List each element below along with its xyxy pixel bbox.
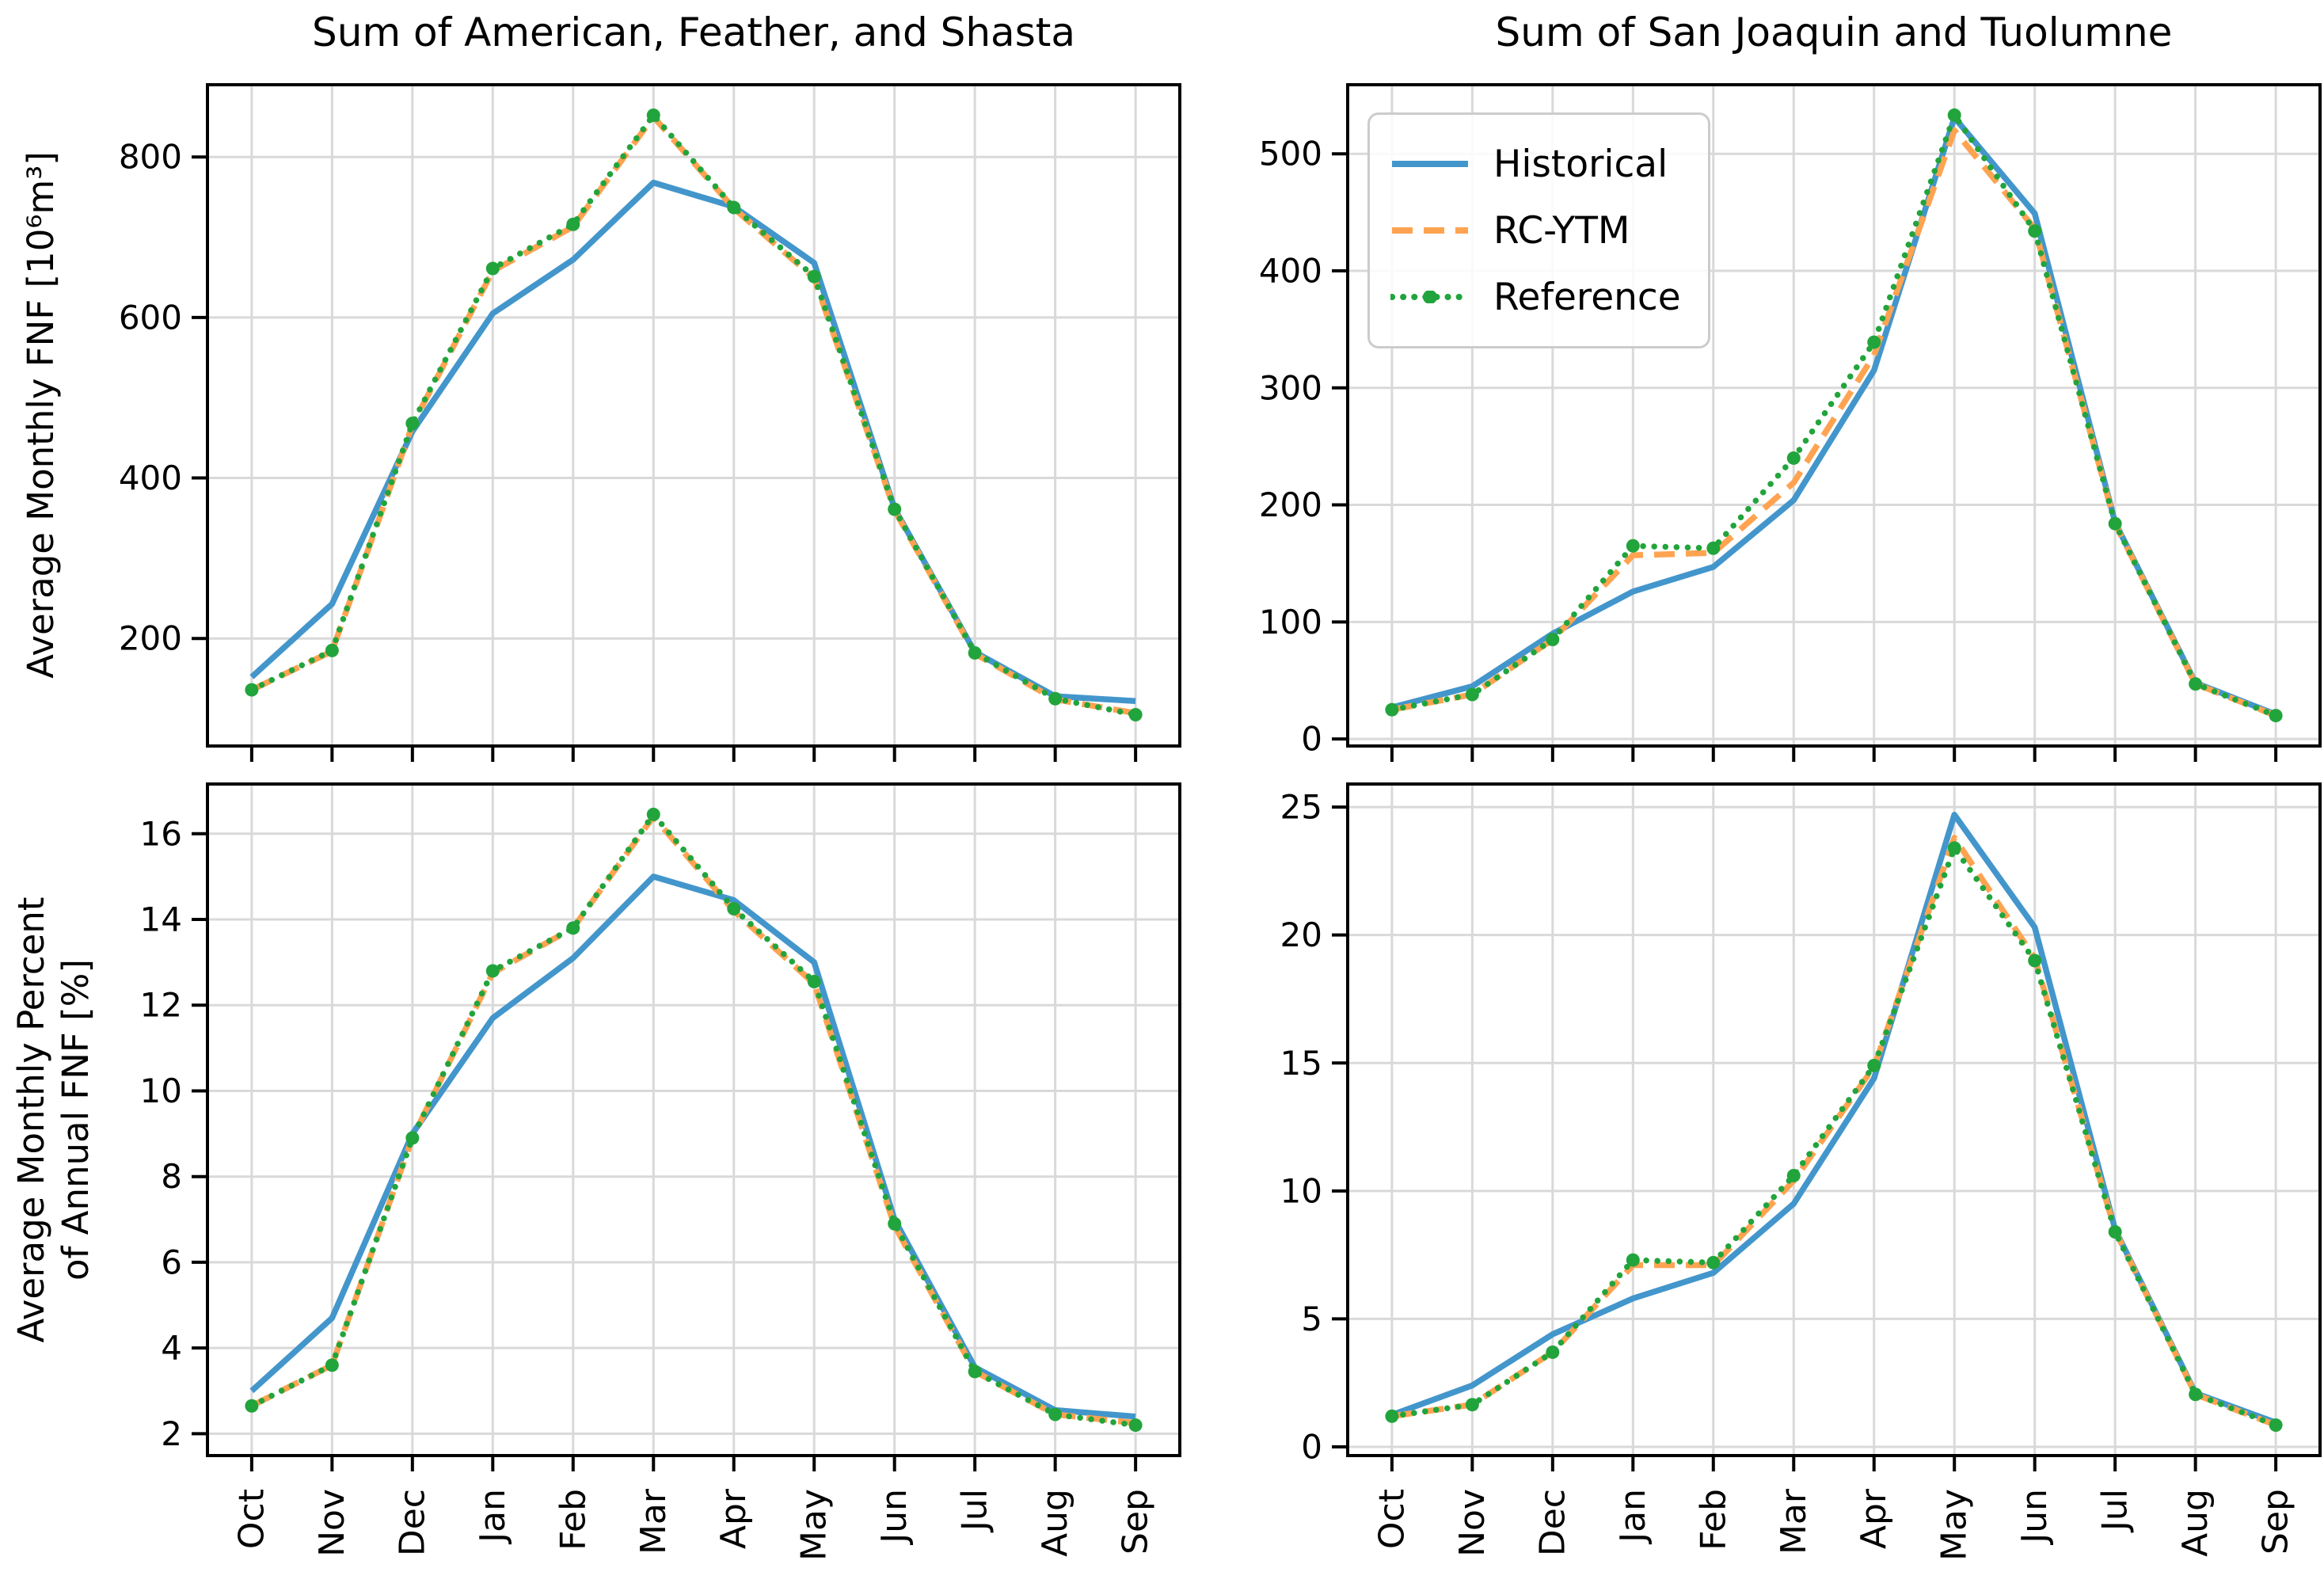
svg-text:10: 10 bbox=[1280, 1171, 1322, 1210]
grid bbox=[207, 784, 1180, 1456]
svg-text:800: 800 bbox=[119, 138, 182, 177]
chart-top-left: 200 400 600 800 bbox=[119, 83, 1181, 762]
svg-text:Jul: Jul bbox=[955, 1489, 995, 1533]
svg-text:20: 20 bbox=[1280, 915, 1322, 954]
legend-label-reference: Reference bbox=[1493, 275, 1681, 319]
grid bbox=[1348, 784, 2320, 1456]
svg-text:200: 200 bbox=[1259, 485, 1322, 524]
svg-text:May: May bbox=[794, 1489, 835, 1561]
chart-title-top-left: Sum of American, Feather, and Shasta bbox=[312, 10, 1075, 55]
series-reference-markers bbox=[1385, 841, 2283, 1433]
svg-text:5: 5 bbox=[1301, 1300, 1322, 1338]
x-tick-labels: Oct Nov Dec Jan Feb Mar Apr May Jun Jul Aug Sep bbox=[1371, 1488, 2295, 1561]
svg-text:8: 8 bbox=[161, 1157, 182, 1196]
svg-text:0: 0 bbox=[1301, 1428, 1322, 1467]
axes-frame bbox=[206, 782, 1181, 1457]
y-tick-labels: 0 5 10 15 20 25 bbox=[1280, 788, 1322, 1467]
svg-text:May: May bbox=[1934, 1489, 1975, 1561]
svg-text:16: 16 bbox=[140, 814, 182, 853]
svg-text:Aug: Aug bbox=[2175, 1489, 2216, 1557]
svg-text:Feb: Feb bbox=[553, 1489, 593, 1551]
historical-line-sample bbox=[1392, 161, 1468, 167]
svg-text:Sep: Sep bbox=[1116, 1489, 1156, 1555]
axis-ticks bbox=[192, 155, 1138, 762]
y-tick-labels: 2 4 6 8 10 12 14 16 bbox=[140, 814, 182, 1453]
legend-item-historical: Historical bbox=[1390, 131, 1681, 197]
svg-text:Dec: Dec bbox=[392, 1489, 432, 1556]
svg-text:Apr: Apr bbox=[713, 1488, 754, 1549]
series-reference-line bbox=[1389, 112, 2279, 719]
chart-bottom-right: 0 5 10 15 20 25 Oct Nov Dec Jan Feb Mar Apr May Jun Jul… bbox=[1280, 782, 2322, 1561]
legend-label-historical: Historical bbox=[1493, 142, 1668, 186]
y-axis-label-bottom-left: Average Monthly Percent of Annual FNF [%… bbox=[10, 896, 97, 1343]
grid bbox=[1348, 85, 2320, 746]
svg-text:Jan: Jan bbox=[1613, 1489, 1653, 1545]
series-reference-line bbox=[249, 112, 1139, 718]
reference-line-sample bbox=[1390, 291, 1470, 303]
svg-text:25: 25 bbox=[1280, 788, 1322, 827]
svg-text:Nov: Nov bbox=[1452, 1489, 1493, 1557]
svg-text:14: 14 bbox=[140, 900, 182, 939]
series-rc-ytm-line bbox=[1391, 835, 2277, 1429]
grid bbox=[207, 85, 1180, 746]
axes-frame bbox=[1346, 83, 2322, 748]
svg-text:Aug: Aug bbox=[1035, 1489, 1075, 1557]
svg-text:Jun: Jun bbox=[874, 1489, 915, 1546]
svg-text:0: 0 bbox=[1301, 720, 1322, 759]
series-reference-markers bbox=[245, 807, 1143, 1433]
svg-text:400: 400 bbox=[1259, 251, 1322, 290]
svg-text:Oct: Oct bbox=[1371, 1489, 1412, 1549]
svg-text:Mar: Mar bbox=[633, 1488, 674, 1555]
svg-text:100: 100 bbox=[1259, 603, 1322, 641]
svg-text:10: 10 bbox=[140, 1071, 182, 1110]
axis-ticks bbox=[1332, 152, 2278, 762]
svg-text:400: 400 bbox=[119, 459, 182, 497]
svg-text:2: 2 bbox=[161, 1414, 182, 1453]
svg-text:6: 6 bbox=[161, 1243, 182, 1281]
series-reference-markers bbox=[1385, 108, 2283, 723]
svg-text:600: 600 bbox=[119, 298, 182, 337]
axes-frame bbox=[206, 83, 1181, 748]
axis-ticks bbox=[1332, 805, 2278, 1471]
svg-text:12: 12 bbox=[140, 986, 182, 1025]
series-historical-line bbox=[249, 179, 1136, 704]
series-reference-line bbox=[249, 811, 1139, 1429]
svg-text:Apr: Apr bbox=[1854, 1488, 1894, 1549]
svg-text:Feb: Feb bbox=[1693, 1489, 1733, 1551]
svg-text:300: 300 bbox=[1259, 368, 1322, 407]
legend-item-reference: Reference bbox=[1390, 264, 1681, 330]
series-rc-ytm-line bbox=[250, 813, 1136, 1426]
legend-item-rc-ytm: RC-YTM bbox=[1390, 197, 1681, 264]
svg-text:Nov: Nov bbox=[312, 1489, 352, 1557]
chart-top-right: 0 100 200 300 400 500 bbox=[1259, 83, 2322, 762]
rc-ytm-line-sample bbox=[1392, 227, 1468, 234]
legend: Historical RC-YTM Reference bbox=[1367, 112, 1710, 348]
y-tick-labels: 200 400 600 800 bbox=[119, 138, 182, 658]
axis-ticks bbox=[192, 832, 1138, 1471]
y-tick-labels: 0 100 200 300 400 500 bbox=[1259, 135, 1322, 759]
y-axis-label-top-left: Average Monthly FNF [10⁶m³] bbox=[19, 151, 62, 679]
chart-title-top-right: Sum of San Joaquin and Tuolumne bbox=[1495, 10, 2173, 55]
svg-text:Sep: Sep bbox=[2256, 1489, 2296, 1555]
svg-text:500: 500 bbox=[1259, 135, 1322, 173]
svg-text:Jul: Jul bbox=[2095, 1489, 2136, 1533]
svg-text:Jun: Jun bbox=[2014, 1489, 2055, 1546]
series-reference-markers bbox=[245, 108, 1143, 721]
series-historical-line bbox=[249, 874, 1136, 1420]
svg-text:Oct: Oct bbox=[231, 1489, 272, 1549]
legend-label-rc-ytm: RC-YTM bbox=[1493, 208, 1630, 253]
series-rc-ytm-line bbox=[250, 113, 1136, 717]
svg-text:4: 4 bbox=[161, 1329, 182, 1368]
svg-text:Mar: Mar bbox=[1774, 1488, 1814, 1555]
chart-bottom-left: 2 4 6 8 10 12 14 16 Oct Nov Dec Jan Feb Mar Apr May Jun J… bbox=[140, 782, 1181, 1561]
svg-text:15: 15 bbox=[1280, 1044, 1322, 1083]
svg-text:Dec: Dec bbox=[1532, 1489, 1573, 1556]
svg-text:Jan: Jan bbox=[473, 1489, 513, 1545]
series-reference-line bbox=[1389, 845, 2279, 1429]
svg-text:200: 200 bbox=[119, 619, 182, 658]
axes-frame bbox=[1346, 782, 2322, 1457]
x-tick-labels: Oct Nov Dec Jan Feb Mar Apr May Jun Jul Aug Sep bbox=[231, 1488, 1155, 1561]
